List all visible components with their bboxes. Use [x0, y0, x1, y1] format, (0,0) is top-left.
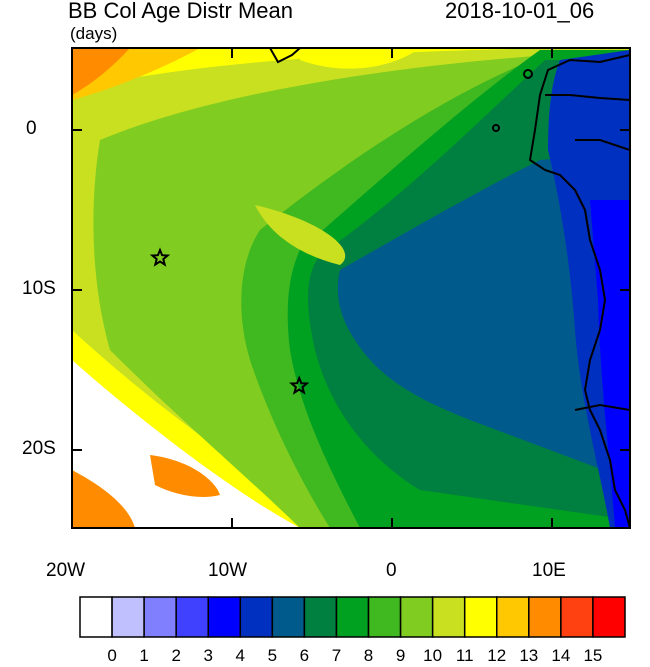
- lon-label-10w: 10W: [208, 560, 248, 581]
- plot-title: BB Col Age Distr Mean: [68, 0, 293, 23]
- colorbar-box: [239, 596, 274, 638]
- age-field: [72, 48, 630, 528]
- colorbar-box: [335, 596, 370, 638]
- units-label: (days): [70, 24, 118, 43]
- colorbar-level-label: 5: [267, 646, 278, 665]
- colorbar-box: [143, 596, 177, 638]
- colorbar-level-label: 6: [299, 646, 310, 665]
- colorbar-level-label: 8: [363, 646, 374, 665]
- colorbar-level-label: 10: [423, 646, 443, 665]
- colorbar-box: [207, 596, 242, 638]
- colorbar-box: [463, 596, 498, 638]
- colorbar-level-label: 11: [455, 646, 474, 665]
- colorbar-level-label: 1: [139, 646, 149, 665]
- colorbar-box: [79, 596, 113, 638]
- station-markers: [149, 247, 310, 395]
- map-frame: [71, 47, 631, 529]
- colorbar-level-label: 7: [331, 646, 342, 665]
- lon-label-10e: 10E: [532, 560, 566, 581]
- lon-label-0: 0: [386, 560, 397, 581]
- colorbar-box: [303, 596, 338, 638]
- colorbar-box: [271, 596, 306, 638]
- lat-label-20s: 20S: [22, 438, 56, 459]
- colorbar: [79, 596, 626, 638]
- lat-label-10s: 10S: [22, 278, 56, 299]
- colorbar-box: [528, 596, 562, 638]
- colorbar-level-label: 13: [519, 646, 539, 665]
- colorbar-level-label: 3: [203, 646, 213, 665]
- colorbar-box: [399, 596, 434, 638]
- colorbar-level-label: 2: [171, 646, 181, 665]
- colorbar-box: [431, 596, 466, 638]
- star-west-marker: [149, 247, 171, 267]
- datetime-label: 2018-10-01_06: [445, 0, 595, 23]
- colorbar-box: [560, 596, 594, 638]
- colorbar-level-label: 0: [107, 646, 117, 665]
- colorbar-box: [367, 596, 402, 638]
- axis-ticks: [71, 48, 630, 528]
- colorbar-level-label: 12: [487, 646, 507, 665]
- colorbar-box: [111, 596, 145, 638]
- lon-label-20w: 20W: [46, 560, 86, 581]
- colorbar-box: [496, 596, 530, 638]
- colorbar-box: [592, 596, 626, 638]
- coastline: [269, 48, 630, 528]
- colorbar-level-label: 4: [235, 646, 246, 665]
- star-south-marker: [289, 375, 310, 395]
- lat-label-0: 0: [26, 118, 37, 139]
- colorbar-level-label: 9: [395, 646, 406, 665]
- colorbar-level-label: 15: [583, 646, 603, 665]
- colorbar-level-label: 14: [551, 646, 571, 665]
- colorbar-box: [175, 596, 209, 638]
